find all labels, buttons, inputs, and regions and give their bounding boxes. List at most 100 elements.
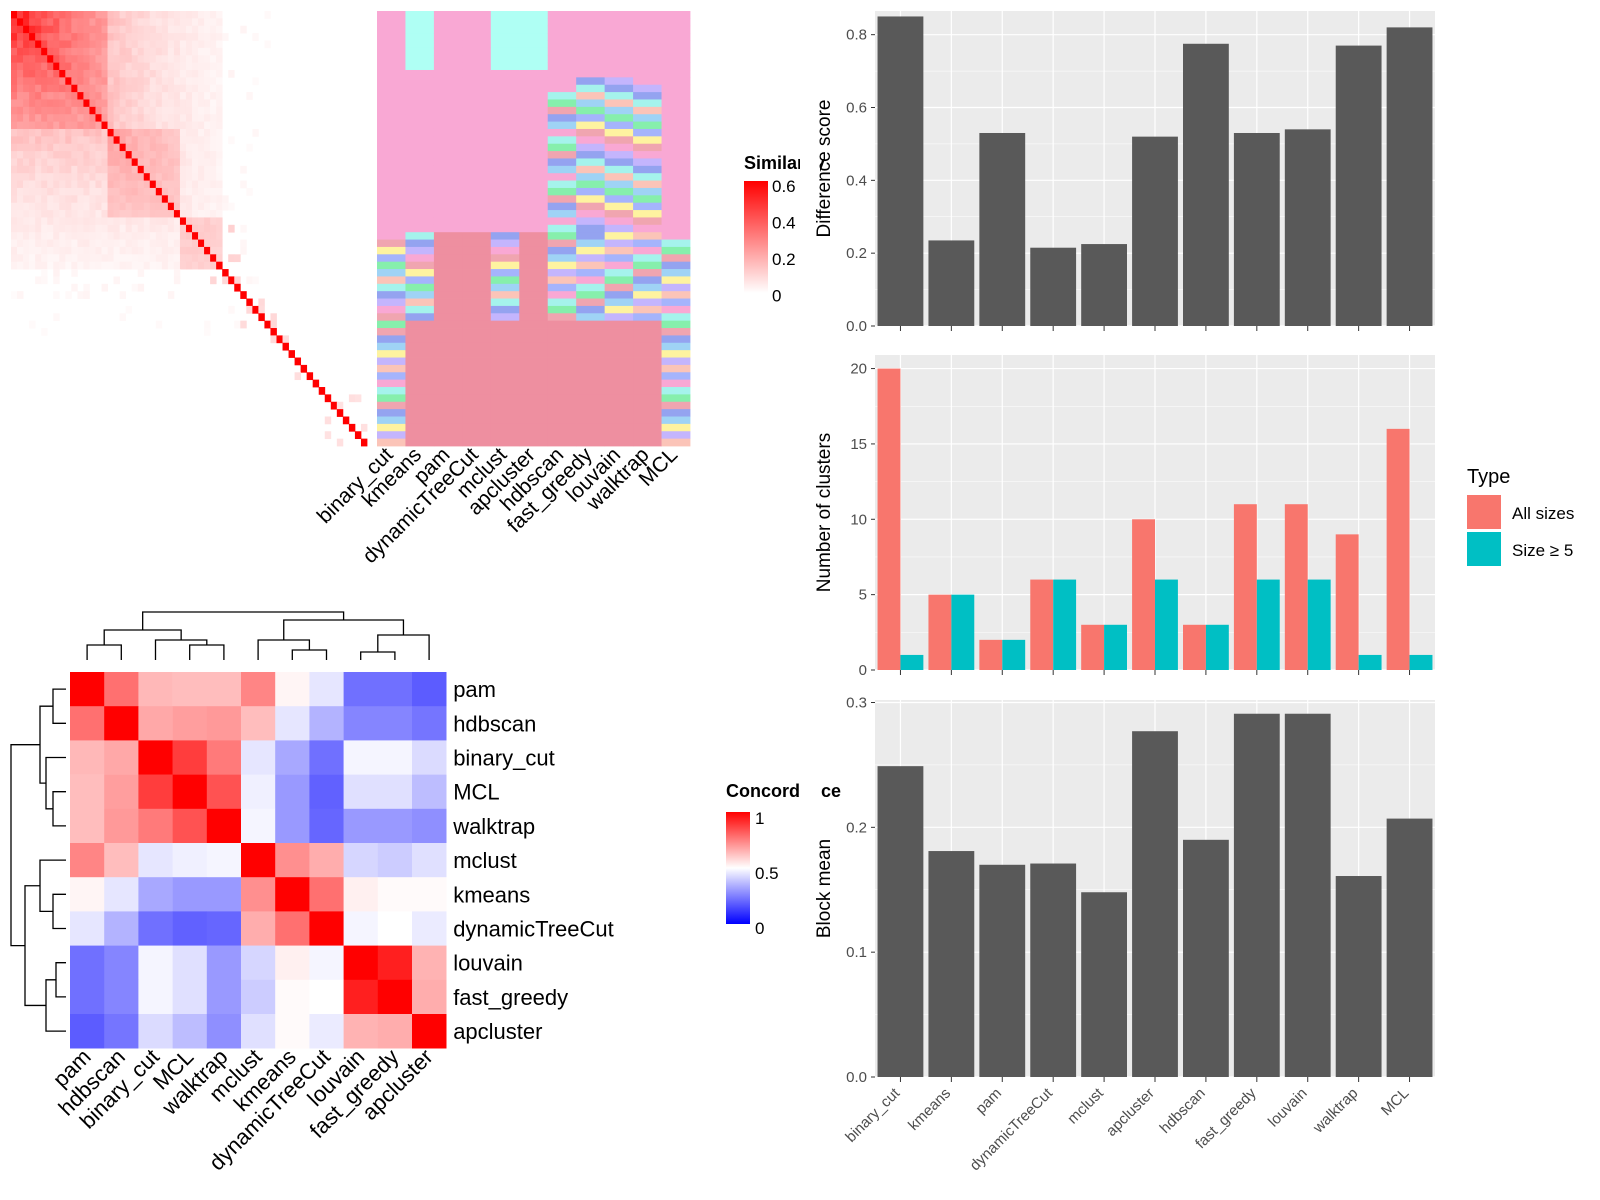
concordance-row-label: kmeans xyxy=(453,882,530,907)
assignment-cell xyxy=(405,232,435,240)
assignment-cell xyxy=(519,328,549,336)
assignment-cell xyxy=(633,151,662,159)
concordance-cell xyxy=(343,979,379,1015)
similarity-cell xyxy=(65,69,72,78)
similarity-cell xyxy=(89,151,96,159)
assignment-cell xyxy=(519,158,549,167)
similarity-cell xyxy=(23,246,30,255)
similarity-cell xyxy=(89,232,96,240)
assignment-cell xyxy=(661,158,691,167)
similarity-cell xyxy=(192,84,199,93)
similarity-cell xyxy=(204,114,211,122)
assignment-cell xyxy=(604,33,634,41)
similarity-cell xyxy=(210,25,217,34)
type-legend-title: Type xyxy=(1467,466,1510,488)
similarity-cell xyxy=(204,18,211,27)
concordance-cell xyxy=(275,774,310,810)
similarity-cell xyxy=(198,143,205,152)
similarity-cell xyxy=(83,136,90,145)
similarity-cell xyxy=(95,121,102,130)
similarity-cell xyxy=(198,246,205,255)
assignment-cell xyxy=(405,298,435,307)
similarity-cell xyxy=(101,180,108,189)
assignment-cell xyxy=(433,305,463,314)
similarity-cell xyxy=(17,210,24,218)
similarity-cell xyxy=(41,165,48,174)
assignment-cell xyxy=(604,99,634,108)
assignment-cell xyxy=(433,210,463,218)
concordance-cell xyxy=(172,740,208,775)
assignment-cell xyxy=(633,423,662,432)
concordance-cell xyxy=(138,945,173,981)
concordance-cell xyxy=(172,877,208,912)
similarity-cell xyxy=(107,62,114,71)
concordance-cell xyxy=(70,1014,105,1049)
similarity-cell xyxy=(11,143,18,152)
assignment-cell xyxy=(462,387,492,395)
similarity-cell xyxy=(59,106,66,115)
row-dendrogram-branch xyxy=(52,791,66,827)
assignment-cell xyxy=(462,106,492,115)
similarity-cell xyxy=(264,11,271,19)
similarity-cell xyxy=(192,77,199,86)
assignment-cell xyxy=(604,431,634,440)
assignment-cell xyxy=(462,114,492,122)
similarity-cell xyxy=(71,217,78,226)
similarity-cell xyxy=(89,121,96,130)
assignment-cell xyxy=(433,239,463,248)
assignment-cell xyxy=(547,394,577,403)
similarity-cell xyxy=(312,379,320,388)
similarity-cell xyxy=(119,25,127,34)
assignment-cell xyxy=(661,291,691,299)
similarity-cell xyxy=(234,320,241,329)
similarity-cell xyxy=(234,283,241,292)
assignment-cell xyxy=(633,47,662,56)
similarity-cell xyxy=(71,55,78,64)
assignment-cell xyxy=(462,136,492,145)
similarity-cell xyxy=(204,187,211,196)
concordance-cell xyxy=(275,877,310,912)
assignment-cell xyxy=(604,239,634,248)
bar xyxy=(1132,731,1178,1077)
assignment-cell xyxy=(519,254,549,263)
similarity-cell xyxy=(53,77,60,86)
similarity-cell xyxy=(11,246,18,255)
similarity-cell xyxy=(59,210,66,218)
similarity-cell xyxy=(23,114,30,122)
assignment-cell xyxy=(576,305,606,314)
assignment-cell xyxy=(547,18,577,27)
assignment-cell xyxy=(462,69,492,78)
assignment-cell xyxy=(547,180,577,189)
assignment-cell xyxy=(433,47,463,56)
similarity-cell xyxy=(192,114,199,122)
concordance-cell xyxy=(412,1014,447,1049)
similarity-cell xyxy=(65,246,72,255)
similarity-cell xyxy=(149,77,157,86)
similarity-cell xyxy=(29,254,36,263)
similarity-cell xyxy=(41,114,48,122)
assignment-cell xyxy=(377,210,406,218)
assignment-cell xyxy=(433,143,463,152)
assignment-cell xyxy=(433,62,463,71)
assignment-cell xyxy=(576,136,606,145)
similarity-cell xyxy=(23,158,30,167)
assignment-cell xyxy=(405,409,435,417)
assignment-cell xyxy=(661,328,691,336)
assignment-cell xyxy=(519,232,549,240)
similarity-cell xyxy=(119,187,127,196)
similarity-cell xyxy=(185,121,193,130)
similarity-cell xyxy=(77,195,84,204)
y-axis-title: Block mean xyxy=(814,839,835,938)
assignment-cell xyxy=(576,33,606,41)
similarity-cell xyxy=(137,261,145,270)
similarity-cell xyxy=(47,25,54,34)
assignment-cell xyxy=(462,217,492,226)
similarity-cell xyxy=(161,224,169,233)
similarity-cell xyxy=(155,202,163,211)
similarity-cell xyxy=(101,47,108,56)
similarity-cell xyxy=(131,92,139,100)
assignment-cell xyxy=(490,291,520,299)
similarity-cell xyxy=(252,276,259,285)
similarity-cell xyxy=(155,239,163,248)
